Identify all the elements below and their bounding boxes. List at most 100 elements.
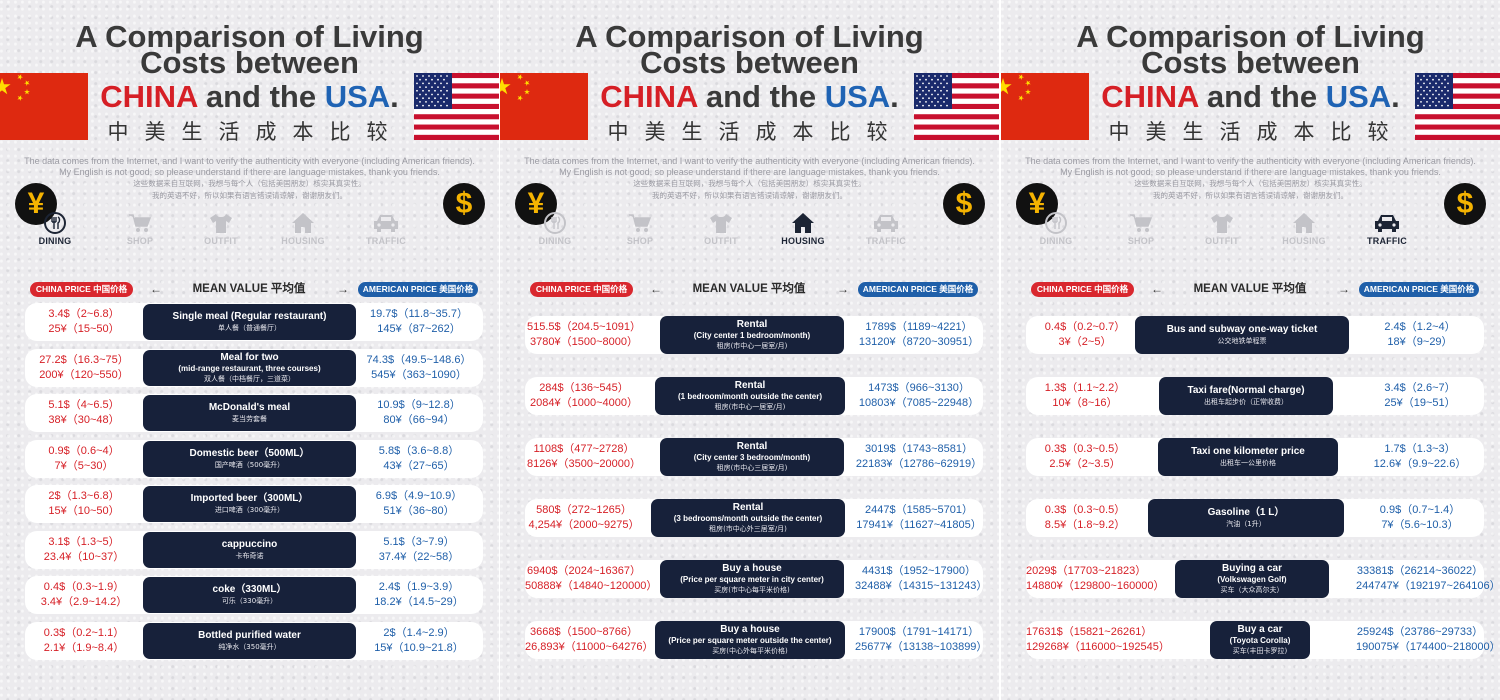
tshirt-icon <box>691 212 751 234</box>
china-price-header: CHINA PRICE 中国价格 <box>530 282 633 297</box>
china-price: 6940$（2024~16367） 50888¥（14840~120000） <box>525 560 657 598</box>
item-label: Rental (1 bedroom/month outside the cente… <box>655 377 845 415</box>
american-price: 5.1$（3~7.9） 37.4¥（22~58） <box>355 531 483 569</box>
price-row: 17631$（15821~26261） 129268¥（116000~192545… <box>1026 621 1500 659</box>
china-price-usd: 0.4$（0.3~1.9） <box>43 581 125 593</box>
category-tab-outfit[interactable]: OUTFIT <box>191 212 251 246</box>
american-price-cny: 51¥（36~80） <box>383 505 455 517</box>
category-label: DINING <box>38 236 72 246</box>
american-price-header: AMERICAN PRICE 美国价格 <box>358 282 478 297</box>
china-price-usd: 3668$（1500~8766） <box>530 626 638 638</box>
price-row: 3668$（1500~8766） 26,893¥（11000~64276） Buy … <box>525 621 987 659</box>
disclaimer: The data comes from the Internet, and I … <box>1001 156 1500 202</box>
price-row: 0.3$（0.3~0.5） 2.5¥（2~3.5） Taxi one kilomet… <box>1026 438 1484 476</box>
usa-flag <box>914 73 999 140</box>
item-label: Buy a house (Price per square meter in ci… <box>660 560 844 598</box>
item-detail: (Price per square meter in city center) <box>680 575 824 584</box>
category-tab-traffic[interactable]: TRAFFIC <box>356 212 416 246</box>
china-price: 0.3$（0.3~0.5） 8.5¥（1.8~9.2） <box>1026 499 1144 537</box>
title-chinese: 中美生活成本比较 <box>607 120 904 144</box>
american-price-cny: 37.4¥（22~58） <box>378 551 460 563</box>
china-price-usd: 1.3$（1.1~2.2） <box>1044 382 1126 394</box>
price-row: 27.2$（16.3~75） 200¥（120~550） Meal for two(… <box>25 349 483 387</box>
title-and-the: and the <box>697 79 825 114</box>
shopping-cart-icon <box>1111 212 1171 234</box>
title-line-1: A Comparison of Living <box>575 19 924 54</box>
china-price: 3.1$（1.3~5） 23.4¥（10~37） <box>25 531 143 569</box>
china-price: 2$（1.3~6.8） 15¥（10~50） <box>25 485 143 523</box>
item-name: Buying a car <box>1221 563 1283 574</box>
category-tab-housing[interactable]: HOUSING <box>273 212 333 246</box>
category-label: TRAFFIC <box>1367 236 1407 246</box>
item-name-chinese: 租房(市中心外三居室/月) <box>709 525 787 533</box>
china-price: 2029$（17703~21823） 14880¥（129800~160000） <box>1026 560 1165 598</box>
arrow-left-icon: ← <box>650 282 662 296</box>
category-tab-traffic[interactable]: TRAFFIC <box>856 212 916 246</box>
item-label: Meal for two (mid-range restaurant, three… <box>143 350 356 386</box>
china-flag <box>1001 73 1089 140</box>
item-detail: (City center 3 bedroom/month) <box>693 453 811 462</box>
category-label: OUTFIT <box>1205 236 1239 246</box>
item-label: Gasoline（1 L） 汽油（1升） <box>1148 499 1344 537</box>
disclaimer-cn-1: 这些数据来自互联网，我想与每个人（包括美国朋友）核实其真实性。 <box>1134 179 1367 188</box>
american-price-usd: 10.9$（9~12.8） <box>377 399 461 411</box>
item-name: Bus and subway one-way ticket <box>1166 324 1318 335</box>
title-line-3: CHINA and the USA. <box>500 80 999 113</box>
category-tab-shop[interactable]: SHOP <box>1111 212 1171 246</box>
category-tab-housing[interactable]: HOUSING <box>1274 212 1334 246</box>
category-tab-dining[interactable]: DINING <box>525 212 585 246</box>
item-name: Domestic beer（500ML） <box>189 448 310 459</box>
category-tab-housing[interactable]: HOUSING <box>773 212 833 246</box>
china-price-cny: 2.5¥（2~3.5） <box>1049 458 1121 470</box>
dollar-coin-icon: $ <box>443 183 485 225</box>
title-period: . <box>1391 79 1400 114</box>
category-tab-dining[interactable]: DINING <box>1026 212 1086 246</box>
category-tab-outfit[interactable]: OUTFIT <box>691 212 751 246</box>
china-price-usd: 284$（136~545） <box>539 382 629 394</box>
category-label: HOUSING <box>281 236 325 246</box>
item-name-chinese: 汽油（1升） <box>1226 520 1266 528</box>
china-price-usd: 17631$（15821~26261） <box>1026 626 1153 638</box>
china-price-cny: 129268¥（116000~192545） <box>1026 641 1170 653</box>
american-price-cny: 13120¥（8720~30951） <box>858 336 980 348</box>
tshirt-icon <box>1192 212 1252 234</box>
item-label: coke（330ML） 可乐（330毫升） <box>143 577 356 613</box>
item-name-chinese: 进口啤酒（300毫升） <box>214 506 285 514</box>
category-tab-shop[interactable]: SHOP <box>610 212 670 246</box>
china-price-cny: 2084¥（1000~4000） <box>530 397 638 409</box>
item-label: Bottled purified water 纯净水（350毫升） <box>143 623 356 659</box>
item-detail: (Price per square meter outside the cent… <box>668 636 832 645</box>
disclaimer-en-2: My English is not good, so please unders… <box>59 167 440 177</box>
house-icon <box>1274 212 1334 234</box>
china-price-usd: 0.3$（0.3~0.5） <box>1044 443 1126 455</box>
dollar-coin-icon: $ <box>1444 183 1486 225</box>
item-name-chinese: 双人餐（中档餐厅，三道菜） <box>204 375 295 383</box>
category-tab-outfit[interactable]: OUTFIT <box>1192 212 1252 246</box>
american-price-usd: 0.9$（0.7~1.4） <box>1379 504 1461 516</box>
item-name: Bottled purified water <box>198 630 301 641</box>
item-name-chinese: 租房(市中心一居室/月) <box>714 403 786 411</box>
china-price-usd: 0.4$（0.2~0.7） <box>1044 321 1126 333</box>
category-tab-dining[interactable]: DINING <box>25 212 85 246</box>
china-price-cny: 3.4¥（2.9~14.2） <box>40 596 128 608</box>
item-label: Domestic beer（500ML） 国产啤酒（500毫升） <box>143 441 356 477</box>
american-price-cny: 15¥（10.9~21.8） <box>374 642 464 654</box>
category-tab-shop[interactable]: SHOP <box>110 212 170 246</box>
american-price-usd: 1.7$（1.3~3） <box>1384 443 1456 455</box>
american-price-usd: 5.1$（3~7.9） <box>383 536 455 548</box>
american-price-usd: 25924$（23786~29733） <box>1356 626 1484 638</box>
china-price-cny: 38¥（30~48） <box>48 414 120 426</box>
item-name: Buy a house <box>720 624 780 635</box>
china-price: 0.4$（0.2~0.7） 3¥（2~5） <box>1026 316 1144 354</box>
american-price-cny: 244747¥（192197~264106） <box>1356 580 1500 592</box>
item-name: Rental <box>736 319 768 330</box>
arrow-left-icon: ← <box>150 282 162 296</box>
item-detail: (3 bedrooms/month outside the center) <box>673 514 823 523</box>
china-price: 0.4$（0.3~1.9） 3.4¥（2.9~14.2） <box>25 576 143 614</box>
category-tab-traffic[interactable]: TRAFFIC <box>1357 212 1417 246</box>
item-detail: (City center 1 bedroom/month) <box>693 331 811 340</box>
car-icon <box>356 212 416 234</box>
disclaimer-en-2: My English is not good, so please unders… <box>559 167 940 177</box>
disclaimer-cn-2: 我的英语不好，所以如果有语言错误请谅解，谢谢朋友们。 <box>1153 191 1348 200</box>
item-name: Gasoline（1 L） <box>1207 507 1285 518</box>
